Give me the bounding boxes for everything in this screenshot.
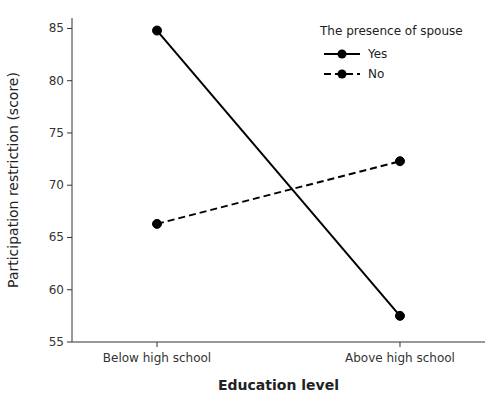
series-line bbox=[157, 161, 400, 224]
legend: The presence of spouse Yes No bbox=[319, 24, 463, 81]
x-tick bbox=[399, 342, 400, 347]
page: {"chart_data": {"type": "line", "categor… bbox=[0, 0, 500, 408]
y-axis bbox=[72, 18, 73, 342]
y-tick-label: 65 bbox=[49, 230, 64, 244]
y-tick-label: 55 bbox=[49, 335, 64, 349]
background bbox=[0, 0, 500, 408]
y-tick bbox=[67, 185, 72, 186]
series-line bbox=[157, 31, 400, 316]
x-axis-label: Education level bbox=[218, 377, 339, 393]
y-tick bbox=[67, 132, 72, 133]
y-tick bbox=[67, 289, 72, 290]
chart: 55 60 65 70 75 80 85 Below high school Above hig… bbox=[0, 0, 500, 408]
series bbox=[153, 157, 405, 229]
series-point bbox=[395, 311, 404, 320]
y-tick-label: 70 bbox=[49, 178, 64, 192]
x-axis bbox=[72, 342, 485, 343]
y-axis-label: Participation restriction (score) bbox=[5, 72, 21, 288]
y-tick bbox=[67, 80, 72, 81]
y-tick bbox=[67, 237, 72, 238]
plot-area bbox=[153, 26, 405, 320]
series-point bbox=[153, 26, 162, 35]
series-point bbox=[153, 219, 162, 228]
legend-title: The presence of spouse bbox=[319, 24, 463, 38]
y-tick-label: 80 bbox=[49, 74, 64, 88]
legend-label: Yes bbox=[367, 47, 387, 61]
y-tick-label: 85 bbox=[49, 21, 64, 35]
y-tick-label: 60 bbox=[49, 283, 64, 297]
x-tick bbox=[157, 342, 158, 347]
series-point bbox=[395, 157, 404, 166]
y-tick-label: 75 bbox=[49, 126, 64, 140]
legend-label: No bbox=[368, 67, 384, 81]
legend-marker bbox=[338, 70, 347, 79]
y-tick bbox=[67, 342, 72, 343]
y-tick bbox=[67, 28, 72, 29]
x-tick-label: Above high school bbox=[345, 351, 455, 365]
series bbox=[153, 26, 405, 320]
legend-marker bbox=[338, 50, 347, 59]
x-tick-label: Below high school bbox=[103, 351, 211, 365]
